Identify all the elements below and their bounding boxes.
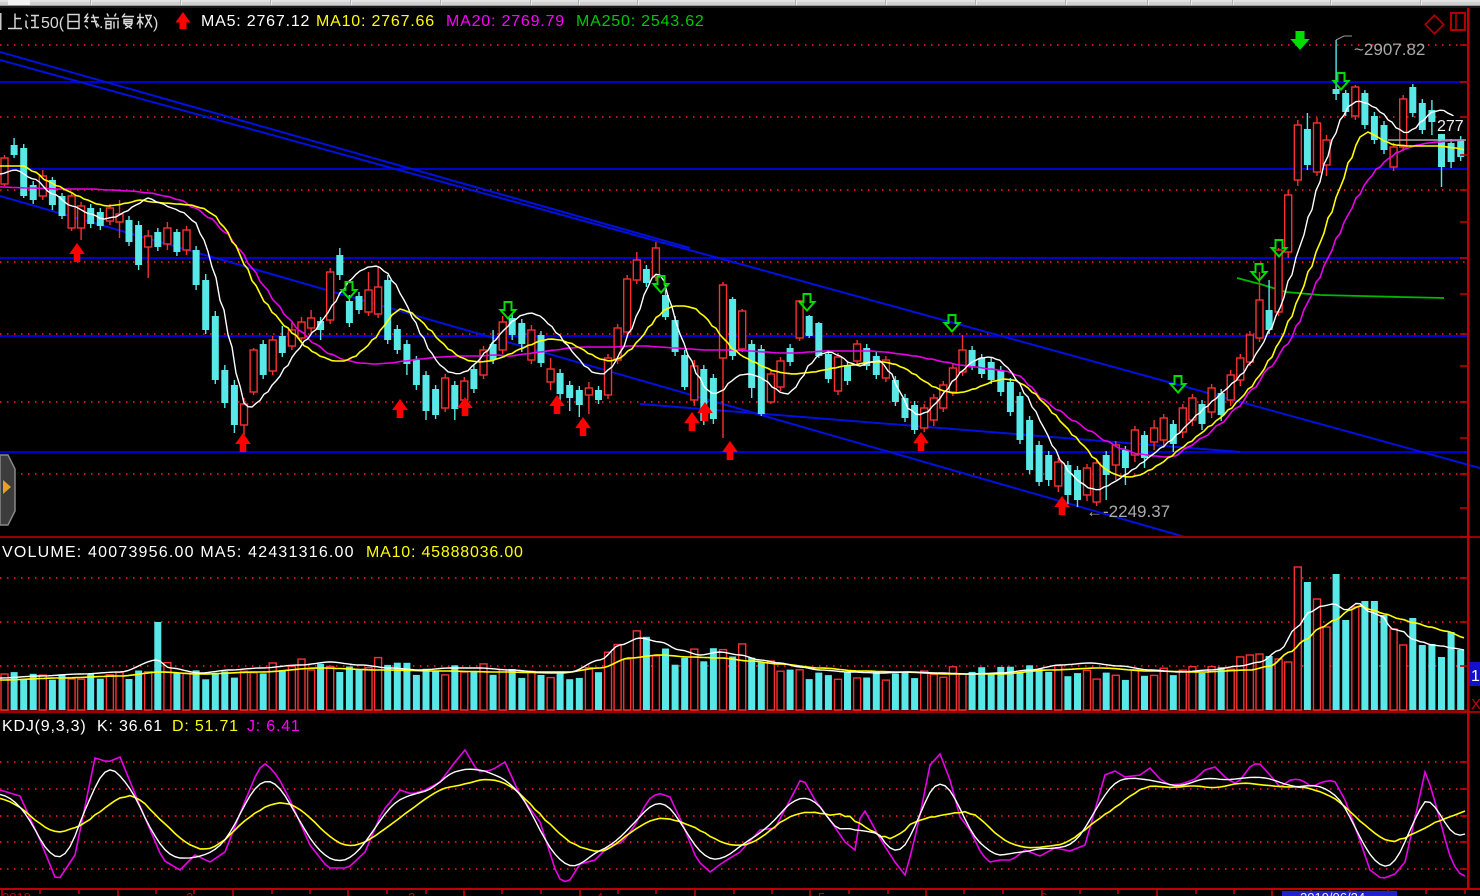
svg-text:MA10: 2767.66: MA10: 2767.66 (316, 13, 435, 30)
svg-text:.: . (99, 15, 103, 32)
svg-text:277: 277 (1437, 118, 1464, 135)
svg-text:5: 5 (818, 890, 825, 896)
svg-text:MA10: 45888036.00: MA10: 45888036.00 (366, 544, 524, 561)
svg-text:KDJ(9,3,3): KDJ(9,3,3) (2, 718, 86, 735)
svg-text:VOLUME: 40073956.00 MA5: 4243: VOLUME: 40073956.00 MA5: 42431316.00 (2, 544, 355, 561)
svg-text:J: 6.41: J: 6.41 (247, 718, 301, 735)
svg-text:4: 4 (596, 890, 603, 896)
svg-text:50(: 50( (41, 15, 65, 32)
svg-text:): ) (153, 15, 158, 32)
svg-text:6: 6 (1040, 890, 1047, 896)
svg-text:3: 3 (408, 890, 415, 896)
svg-text:X: X (1471, 696, 1480, 713)
svg-text:2019: 2019 (2, 890, 31, 896)
svg-text:2019/06/24: 2019/06/24 (1300, 890, 1365, 896)
svg-text:MA5: 2767.12: MA5: 2767.12 (201, 13, 310, 30)
svg-text:2: 2 (186, 890, 193, 896)
svg-text:~2907.82: ~2907.82 (1354, 40, 1425, 59)
svg-text:MA20: 2769.79: MA20: 2769.79 (446, 13, 565, 30)
svg-text:K: 36.61: K: 36.61 (97, 718, 163, 735)
svg-text:←-2249.37: ←-2249.37 (1086, 502, 1170, 521)
svg-text:1: 1 (1471, 668, 1480, 685)
svg-text:MA250: 2543.62: MA250: 2543.62 (576, 13, 705, 30)
svg-text:D: 51.71: D: 51.71 (172, 718, 239, 735)
